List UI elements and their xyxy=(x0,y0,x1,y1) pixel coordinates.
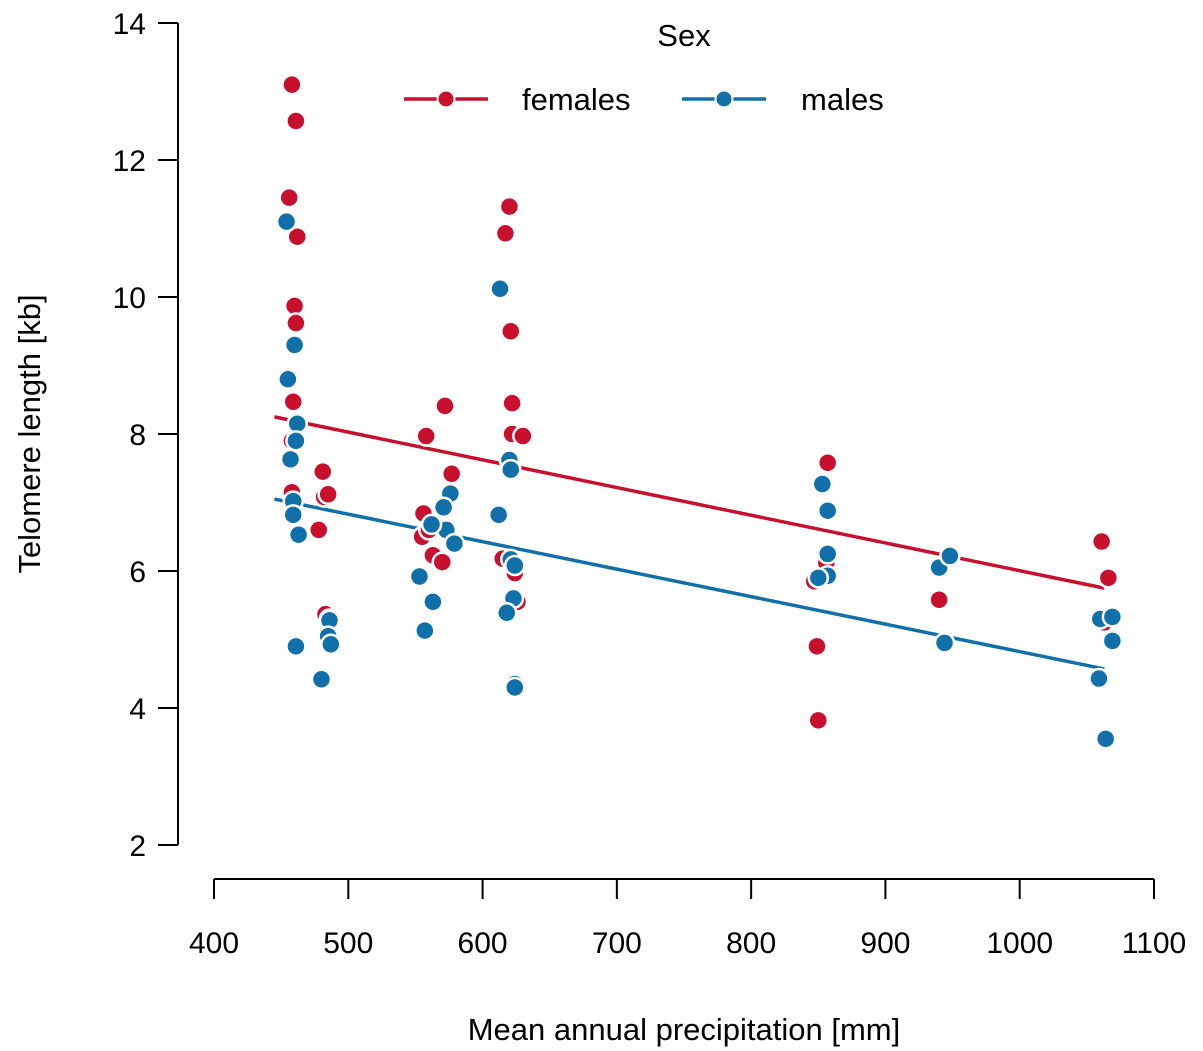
females-point xyxy=(806,635,828,658)
females-point xyxy=(1090,530,1113,553)
y-axis-title: Telomere length [kb] xyxy=(12,294,47,573)
x-tick-label: 900 xyxy=(860,927,910,960)
males-point xyxy=(279,448,302,471)
males-point xyxy=(489,278,511,300)
legend-items: females males xyxy=(404,82,884,117)
males-point xyxy=(420,513,443,536)
y-tick-label: 10 xyxy=(113,282,146,315)
females-point xyxy=(498,195,521,218)
x-tick-label: 600 xyxy=(458,927,508,960)
males-point xyxy=(408,565,431,588)
males-trend-line xyxy=(274,497,1105,671)
males-point xyxy=(816,499,839,522)
x-axis-ticks: 400 500 600 700 800 900 1000 1100 xyxy=(189,879,1186,960)
females-point xyxy=(317,483,339,506)
males-point xyxy=(933,632,956,654)
y-tick-label: 4 xyxy=(129,693,146,726)
x-tick-label: 1100 xyxy=(1122,927,1187,960)
females-point xyxy=(286,225,309,248)
x-tick-label: 500 xyxy=(323,927,373,960)
females-point xyxy=(415,425,437,447)
males-point xyxy=(816,543,839,565)
females-point xyxy=(278,186,300,209)
males-point xyxy=(811,473,834,495)
axes xyxy=(177,23,1154,880)
x-tick-label: 1000 xyxy=(986,927,1053,960)
males-point xyxy=(422,591,444,613)
females-point xyxy=(434,395,456,417)
legend-females-label: females xyxy=(522,82,631,117)
legend-males-marker xyxy=(714,89,734,109)
females-point xyxy=(312,460,334,483)
y-tick-label: 8 xyxy=(129,419,146,452)
males-point xyxy=(495,602,518,624)
females-point xyxy=(282,391,304,413)
males-point xyxy=(1088,667,1110,690)
y-axis-ticks: 2 4 6 8 10 12 14 xyxy=(113,8,178,863)
males-point xyxy=(432,496,455,519)
females-point xyxy=(512,425,534,447)
females-point xyxy=(928,589,950,611)
females-point xyxy=(285,312,307,334)
y-tick-label: 6 xyxy=(129,556,146,589)
legend-males-label: males xyxy=(801,82,884,117)
males-point xyxy=(487,504,510,526)
males-point xyxy=(283,334,306,356)
males-point xyxy=(285,430,307,452)
x-tick-label: 800 xyxy=(726,927,776,960)
x-tick-label: 400 xyxy=(189,927,239,960)
x-axis-title: Mean annual precipitation [mm] xyxy=(468,1012,901,1047)
males-point xyxy=(282,504,304,526)
females-point xyxy=(431,551,454,573)
males-point xyxy=(285,635,307,658)
females-point xyxy=(807,709,830,732)
data-points xyxy=(275,73,1124,750)
legend-title: Sex xyxy=(657,18,711,53)
females-point xyxy=(307,519,330,541)
legend: Sex females males xyxy=(404,18,884,117)
y-tick-label: 14 xyxy=(113,8,146,41)
females-point xyxy=(281,73,303,96)
females-point xyxy=(1097,567,1120,589)
trend-lines xyxy=(274,415,1105,671)
males-point xyxy=(1101,606,1124,628)
females-point xyxy=(285,110,307,132)
males-point xyxy=(504,554,526,577)
males-point xyxy=(500,458,522,481)
males-point xyxy=(443,532,466,555)
females-point xyxy=(440,462,463,485)
females-point xyxy=(501,392,523,414)
females-point xyxy=(816,452,839,474)
legend-females-marker xyxy=(436,89,456,109)
males-point xyxy=(504,676,526,699)
y-tick-label: 2 xyxy=(129,830,146,863)
males-point xyxy=(310,668,333,690)
males-point xyxy=(807,567,830,589)
males-point xyxy=(275,210,298,233)
males-point xyxy=(1094,728,1117,750)
females-point xyxy=(494,222,517,245)
males-point xyxy=(1101,630,1124,652)
y-tick-label: 12 xyxy=(113,145,146,178)
males-point xyxy=(277,368,299,390)
males-point xyxy=(414,619,436,642)
males-point xyxy=(939,545,961,567)
females-point xyxy=(500,320,522,342)
females-trend-line xyxy=(274,415,1105,590)
x-tick-label: 700 xyxy=(592,927,642,960)
males-point xyxy=(287,523,310,546)
males-point xyxy=(320,633,342,656)
